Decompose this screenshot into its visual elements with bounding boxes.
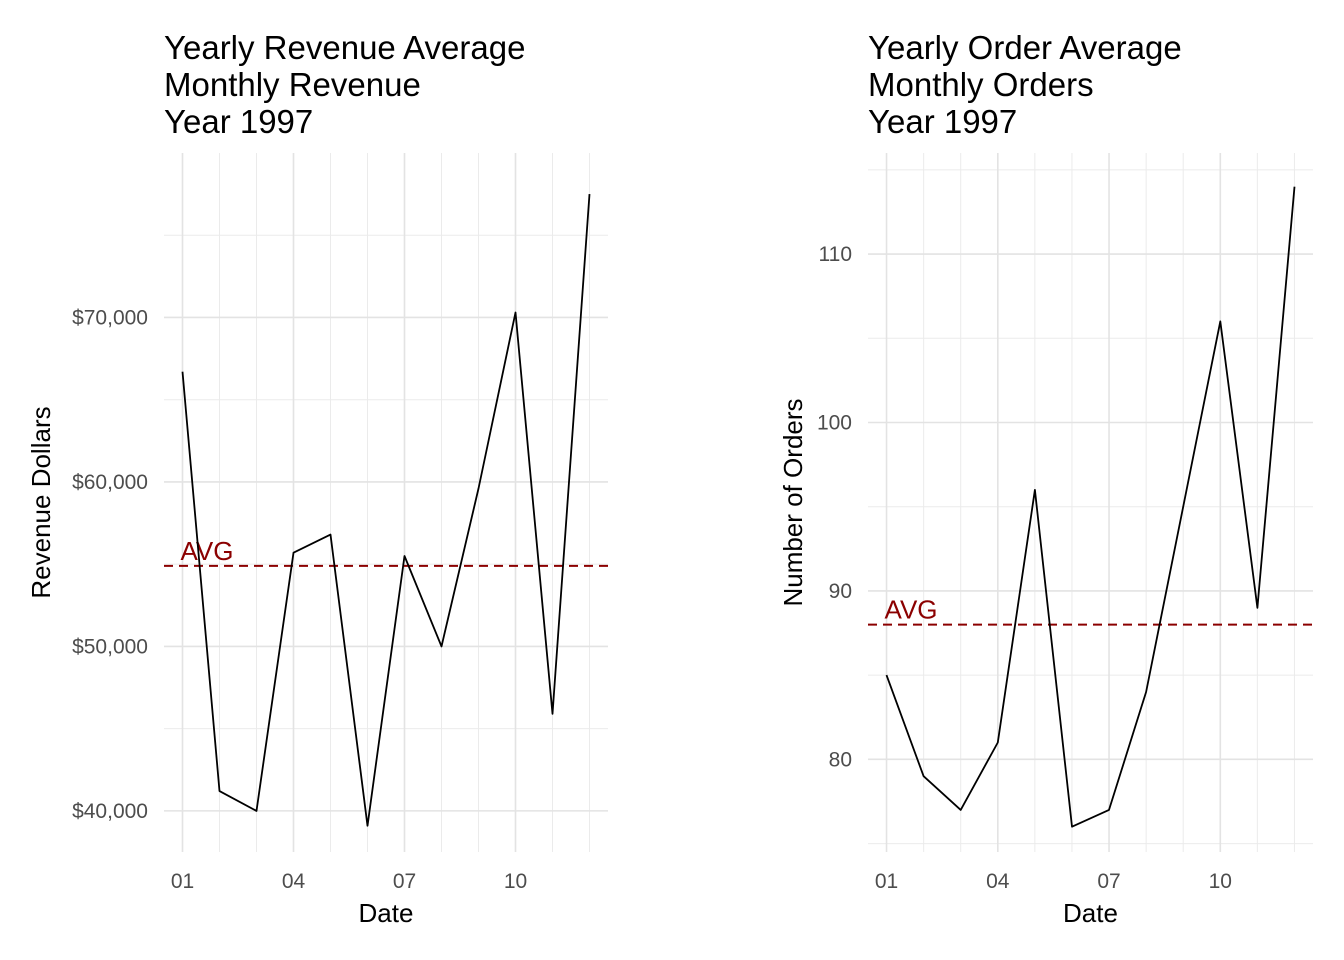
revenue-chart-title-line-3: Year 1997	[164, 103, 314, 140]
revenue-data-point	[366, 824, 369, 827]
revenue-data-point	[218, 790, 221, 793]
orders-chart-title-line-1: Yearly Order Average	[868, 29, 1182, 66]
revenue-y-tick-label: $60,000	[72, 471, 148, 494]
revenue-chart-title-line-2: Monthly Revenue	[164, 66, 421, 103]
orders-x-tick-label: 04	[986, 870, 1010, 893]
revenue-data-point	[255, 809, 258, 812]
revenue-data-point	[514, 311, 517, 314]
revenue-data-point	[403, 554, 406, 557]
revenue-data-point	[292, 551, 295, 554]
revenue-data-point	[551, 712, 554, 715]
revenue-data-point	[440, 645, 443, 648]
orders-y-tick-label: 110	[819, 243, 852, 266]
orders-x-axis-title: Date	[1063, 898, 1118, 928]
orders-x-tick-label: 07	[1097, 870, 1120, 893]
revenue-chart-title-line-1: Yearly Revenue Average	[164, 29, 526, 66]
revenue-data-point	[329, 533, 332, 536]
revenue-data-point	[477, 487, 480, 490]
orders-line-chart: 80 90 100 110 01 04 07 10 AVG Date Number of Order…	[778, 153, 1313, 928]
orders-series-line	[885, 186, 1296, 828]
revenue-chart-panel: Yearly Revenue Average Monthly Revenue Y…	[26, 29, 608, 928]
orders-y-tick-label: 90	[829, 580, 852, 603]
revenue-x-tick-label: 10	[504, 870, 527, 893]
revenue-y-tick-label: $70,000	[72, 306, 148, 329]
orders-data-point	[996, 741, 999, 744]
orders-data-point	[1145, 690, 1148, 693]
orders-chart-title-line-2: Monthly Orders	[868, 66, 1094, 103]
orders-data-point	[922, 775, 925, 778]
orders-data-point	[1293, 185, 1296, 188]
revenue-data-point	[181, 370, 184, 373]
revenue-y-axis-title: Revenue Dollars	[26, 406, 56, 598]
revenue-series-line	[181, 194, 591, 827]
orders-y-tick-label: 100	[817, 411, 852, 434]
orders-chart-panel: Yearly Order Average Monthly Orders Year…	[672, 0, 1344, 960]
revenue-y-tick-label: $50,000	[72, 635, 148, 658]
orders-data-point	[1108, 808, 1111, 811]
orders-y-tick-label: 80	[829, 748, 852, 771]
revenue-data-point	[588, 193, 591, 196]
revenue-x-tick-label: 07	[393, 870, 416, 893]
orders-chart-title-line-3: Year 1997	[868, 103, 1018, 140]
revenue-y-tick-label: $40,000	[72, 800, 148, 823]
revenue-line-chart: $40,000 $50,000 $60,000 $70,000 01 04 07 10 AVG D…	[26, 153, 608, 928]
orders-data-point	[1033, 488, 1036, 491]
orders-x-tick-label: 10	[1209, 870, 1232, 893]
orders-x-tick-label: 01	[875, 870, 898, 893]
orders-data-point	[1070, 825, 1073, 828]
revenue-x-axis-title: Date	[359, 898, 414, 928]
orders-data-point	[959, 808, 962, 811]
revenue-average-label: AVG	[181, 536, 234, 566]
orders-average-label: AVG	[885, 595, 938, 625]
orders-data-point	[885, 674, 888, 677]
orders-y-axis-title: Number of Orders	[778, 398, 808, 606]
revenue-x-tick-label: 01	[171, 870, 194, 893]
revenue-x-tick-label: 04	[282, 870, 306, 893]
orders-data-point	[1256, 606, 1259, 609]
orders-data-point	[1182, 505, 1185, 508]
orders-data-point	[1219, 320, 1222, 323]
